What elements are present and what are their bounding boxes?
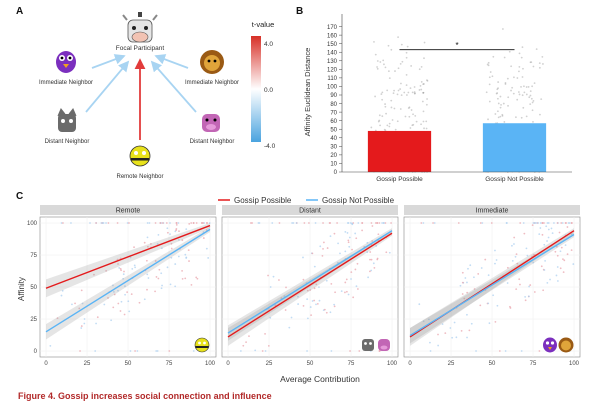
- facet-ylabel: Affinity: [17, 277, 26, 301]
- legend-gossip-not-possible: Gossip Not Possible: [322, 196, 395, 205]
- bar-ytick-label: 170: [327, 25, 338, 31]
- significance-star: *: [455, 41, 458, 50]
- facet-xtick-label: 100: [387, 361, 398, 367]
- fit-line-gossip-not-possible: [227, 230, 393, 334]
- edge-imm-left: [91, 54, 126, 69]
- panel-b-bar-chart: Affinity Euclidean Distance 0 10 20 30 40 50 6…: [303, 14, 572, 183]
- lion-icon: [558, 337, 574, 353]
- facet-xtick-label: 0: [408, 361, 412, 367]
- facet-xtick-label: 25: [84, 361, 91, 367]
- fit-line-gossip-not-possible: [45, 228, 211, 333]
- facet-xtick-label: 25: [266, 361, 273, 367]
- panel-a-label: A: [16, 6, 24, 17]
- bar-ytick-label: 90: [330, 93, 337, 99]
- facet-xtick-label: 100: [569, 361, 580, 367]
- purple-bird-icon: [543, 337, 557, 353]
- facet-xtick-label: 0: [44, 361, 48, 367]
- node-label-remote: Remote Neighbor: [116, 174, 163, 180]
- node-label-imm-right: Immediate Neighbor: [185, 80, 239, 86]
- facet-ytick-label: 75: [30, 253, 37, 259]
- bar-ytick-label: 140: [327, 50, 338, 56]
- facet-title: Distant: [299, 208, 321, 215]
- node-label-focal: Focal Participant: [116, 45, 165, 52]
- node-label-imm-left: Immediate Neighbor: [39, 80, 93, 86]
- colorbar-min: -4.0: [264, 143, 276, 150]
- node-label-dist-right: Distant Neighbor: [190, 139, 235, 145]
- facet-xtick-label: 75: [166, 361, 173, 367]
- panel-c-facet-chart: Remote 0 25 50 75 100 0 25 50 75 100 Distant 0 25 50 75…: [17, 205, 581, 384]
- legend-gossip-possible: Gossip Possible: [234, 196, 292, 205]
- colorbar-title: t-value: [252, 20, 275, 29]
- bar-ytick-label: 70: [330, 110, 337, 116]
- facet-distant: Distant 0 25 50 75 100: [221, 205, 399, 367]
- fit-line-gossip-possible: [45, 224, 211, 289]
- facet-xtick-label: 50: [489, 361, 496, 367]
- facet-ytick-label: 50: [30, 285, 37, 291]
- cow-icon: [122, 12, 158, 43]
- colorbar-max: 4.0: [264, 41, 273, 48]
- facet-ytick-label: 25: [30, 317, 37, 323]
- bar: [367, 130, 432, 172]
- edge-imm-right: [154, 54, 189, 69]
- facet-xtick-label: 50: [307, 361, 314, 367]
- pink-pig-icon: [378, 339, 390, 351]
- bar-ytick-label: 130: [327, 59, 338, 65]
- node-label-dist-left: Distant Neighbor: [45, 139, 90, 145]
- bar-ytick-label: 160: [327, 33, 338, 39]
- facet-xtick-label: 100: [205, 361, 216, 367]
- bar: [482, 123, 547, 172]
- facet-xtick-label: 50: [125, 361, 132, 367]
- panel-b-label: B: [296, 6, 304, 17]
- bar-chart-ylabel: Affinity Euclidean Distance: [303, 48, 312, 137]
- bar-ytick-label: 110: [327, 76, 337, 82]
- figure-caption: Figure 4. Gossip increases social connec…: [18, 391, 272, 401]
- panel-c-label: C: [16, 191, 24, 202]
- pink-pig-icon: [202, 114, 220, 132]
- bar-ytick-label: 0: [334, 170, 338, 176]
- panel-c-legend: Gossip Possible Gossip Not Possible: [218, 196, 395, 205]
- bar-ytick-label: 50: [330, 127, 337, 133]
- facet-ytick-label: 100: [27, 221, 38, 227]
- bar-ytick-label: 60: [330, 119, 337, 125]
- bar-category-label: Gossip Not Possible: [485, 176, 544, 183]
- facet-xtick-label: 25: [448, 361, 455, 367]
- facet-xtick-label: 0: [226, 361, 230, 367]
- yellow-bee-icon: [129, 145, 151, 167]
- facet-xtick-label: 75: [530, 361, 537, 367]
- facet-immediate: Immediate 0 25 50 75 100: [403, 205, 581, 367]
- facet-remote: Remote 0 25 50 75 100 0 25 50 75 100: [27, 205, 217, 367]
- yellow-bee-icon: [194, 337, 210, 353]
- edge-dist-right: [150, 60, 197, 113]
- colorbar-mid: 0.0: [264, 87, 273, 94]
- bar-ytick-label: 100: [327, 85, 338, 91]
- bar-ytick-label: 80: [330, 102, 337, 108]
- gray-cat-icon: [362, 339, 374, 351]
- bar-ytick-label: 20: [330, 153, 337, 159]
- facet-title: Remote: [116, 208, 141, 215]
- bar-ytick-label: 40: [330, 136, 337, 142]
- facet-xlabel: Average Contribution: [280, 374, 360, 384]
- bar-category-label: Gossip Possible: [376, 176, 423, 183]
- panel-a-network: Focal Participant Immediate Neighbor Imm…: [39, 12, 276, 180]
- colorbar: [251, 36, 261, 142]
- facet-xtick-label: 75: [348, 361, 355, 367]
- facet-title: Immediate: [476, 208, 509, 215]
- facet-ytick-label: 0: [34, 349, 38, 355]
- bar-ytick-label: 30: [330, 145, 337, 151]
- bar-ytick-label: 150: [327, 42, 338, 48]
- edge-dist-left: [85, 60, 130, 113]
- fit-line-gossip-possible: [227, 232, 393, 338]
- fit-line-gossip-not-possible: [409, 233, 575, 337]
- gray-cat-icon: [57, 108, 77, 132]
- bar-ytick-label: 120: [327, 68, 338, 74]
- bar-ytick-label: 10: [330, 162, 337, 168]
- lion-icon: [200, 50, 224, 74]
- purple-bird-icon: [56, 51, 76, 73]
